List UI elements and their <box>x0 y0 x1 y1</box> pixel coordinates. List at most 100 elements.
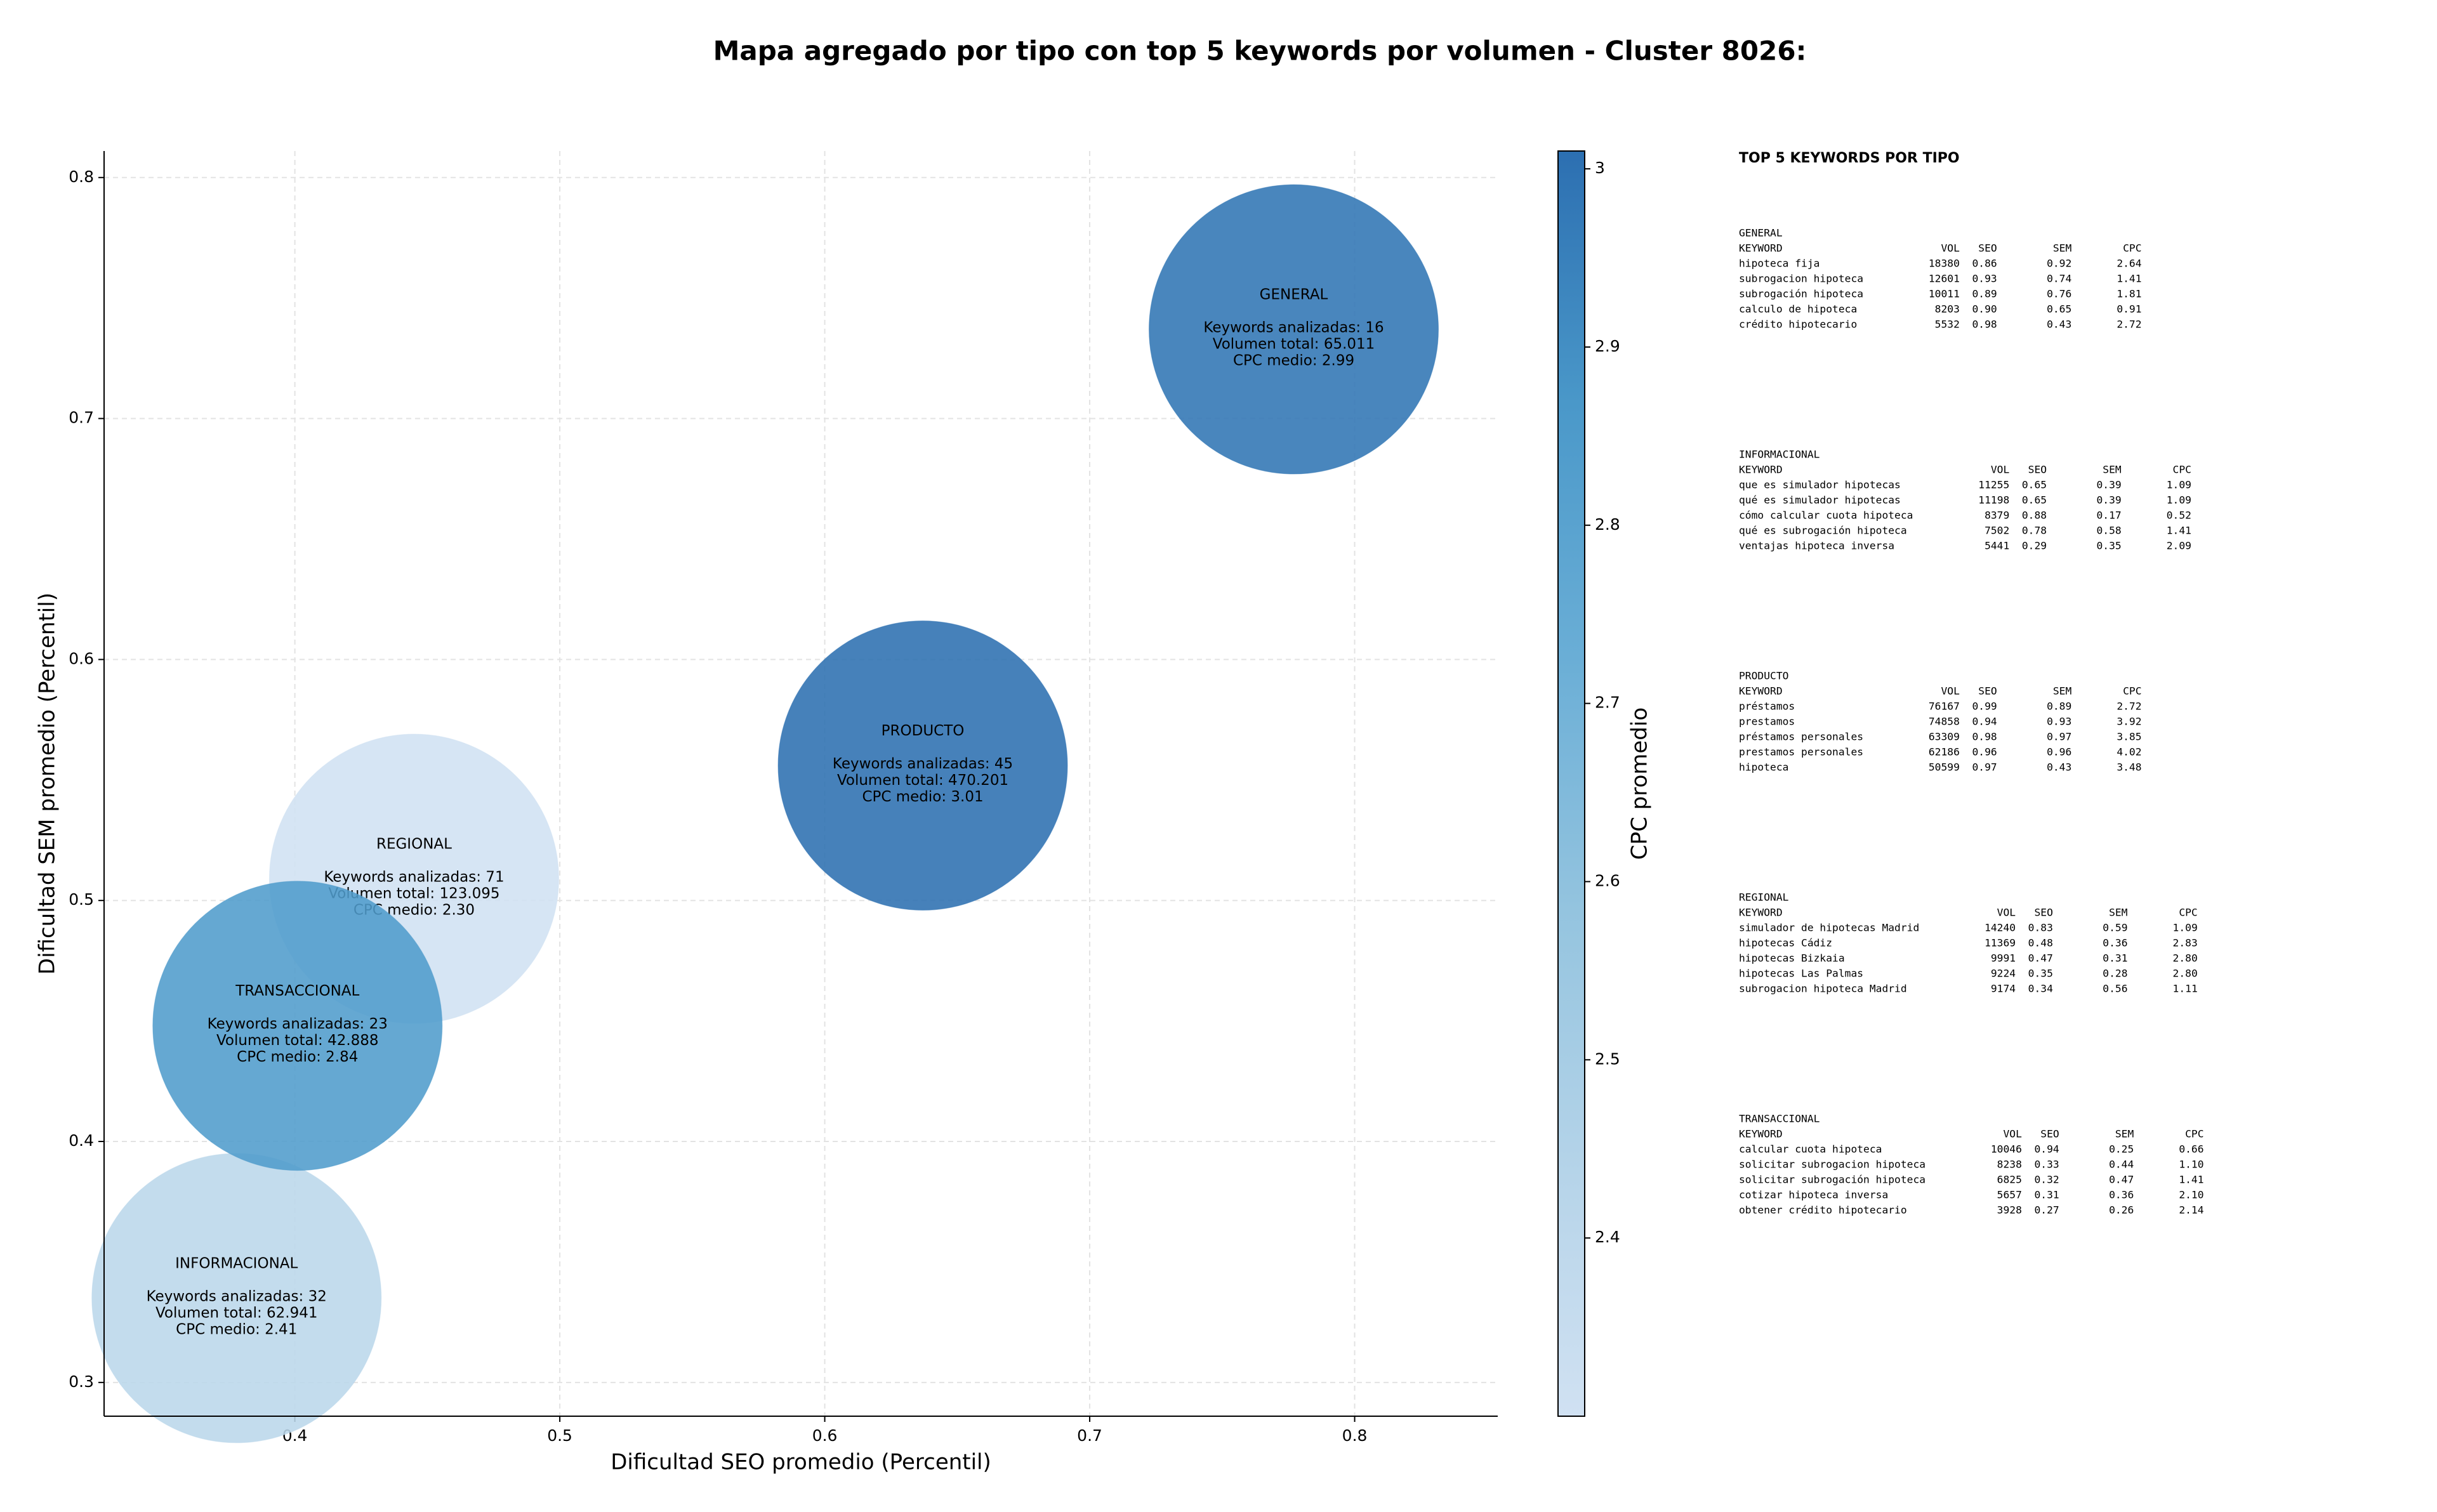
colorbar-tick-label: 2.9 <box>1595 337 1620 355</box>
x-tick-label: 0.7 <box>1077 1426 1102 1445</box>
table-header: SEO <box>1978 242 1997 254</box>
table-cell: cómo calcular cuota hipoteca <box>1739 509 1913 522</box>
y-tick-label: 0.6 <box>69 649 94 667</box>
y-tick-label: 0.7 <box>69 409 94 427</box>
bubble-keywords: Keywords analizadas: 23 <box>208 1016 388 1032</box>
colorbar-tick-label: 2.8 <box>1595 515 1620 534</box>
bubble-cpc: CPC medio: 2.84 <box>237 1049 358 1065</box>
bubble <box>777 621 1068 911</box>
chart-title: Mapa agregado por tipo con top 5 keyword… <box>713 36 1807 67</box>
table-cell: 0.89 <box>2047 700 2071 713</box>
table-cell: 0.96 <box>1972 746 1997 758</box>
table-header: CPC <box>2179 907 2197 919</box>
table-cell: 0.44 <box>2109 1159 2134 1171</box>
table-cell: 2.14 <box>2179 1204 2203 1216</box>
table-cell: 0.39 <box>2096 479 2121 491</box>
table-cell: 0.43 <box>2047 761 2071 773</box>
table-header: KEYWORD <box>1739 907 1783 919</box>
table-cell: 0.35 <box>2028 968 2053 980</box>
table-header: SEM <box>2053 685 2072 697</box>
table-cell: 0.93 <box>2047 716 2071 728</box>
table-header: SEO <box>1978 685 1997 697</box>
table-cell: 1.09 <box>2167 494 2191 506</box>
table-cell: 0.88 <box>2022 509 2047 522</box>
bubble-keywords: Keywords analizadas: 71 <box>324 869 504 886</box>
table-cell: 9174 <box>1991 983 2016 995</box>
x-axis-label: Dificultad SEO promedio (Percentil) <box>611 1450 991 1475</box>
table-cell: 0.98 <box>1972 731 1997 743</box>
table-cell: 0.91 <box>2117 303 2141 315</box>
table-cell: 0.99 <box>1972 700 1997 713</box>
table-cell: 9224 <box>1991 968 2016 980</box>
table-cell: 1.41 <box>2179 1174 2203 1186</box>
table-header: VOL <box>1997 907 2016 919</box>
table-cell: 3928 <box>1997 1204 2022 1216</box>
section-name: PRODUCTO <box>1739 670 1788 682</box>
table-cell: 0.59 <box>2103 922 2127 934</box>
table-header: CPC <box>2185 1128 2203 1140</box>
table-cell: ventajas hipoteca inversa <box>1739 540 1894 552</box>
table-cell: prestamos personales <box>1739 746 1863 758</box>
x-tick-label: 0.5 <box>547 1426 572 1445</box>
table-cell: 1.41 <box>2117 273 2141 285</box>
table-cell: 1.11 <box>2173 983 2198 995</box>
table-cell: 0.36 <box>2103 937 2127 949</box>
table-header: KEYWORD <box>1739 1128 1783 1140</box>
table-cell: 0.26 <box>2109 1204 2134 1216</box>
table-header: VOL <box>2003 1128 2022 1140</box>
table-cell: hipoteca fija <box>1739 258 1819 270</box>
table-cell: 12601 <box>1929 273 1960 285</box>
table-cell: 3.48 <box>2117 761 2141 773</box>
table-cell: 10046 <box>1991 1143 2022 1155</box>
table-header: SEO <box>2028 464 2047 476</box>
table-cell: 0.58 <box>2096 525 2121 537</box>
table-cell: 1.41 <box>2167 525 2191 537</box>
table-cell: 0.78 <box>2022 525 2047 537</box>
table-cell: 2.83 <box>2173 937 2198 949</box>
table-cell: prestamos <box>1739 716 1795 728</box>
table-cell: 7502 <box>1985 525 2009 537</box>
bubble-volume: Volumen total: 65.011 <box>1213 336 1375 353</box>
table-header: CPC <box>2123 685 2141 697</box>
table-cell: 1.09 <box>2167 479 2191 491</box>
table-header: KEYWORD <box>1739 685 1783 697</box>
bubble-cpc: CPC medio: 2.41 <box>176 1321 297 1338</box>
table-cell: 0.31 <box>2103 952 2127 964</box>
table-cell: 0.65 <box>2022 479 2047 491</box>
table-cell: 74858 <box>1929 716 1960 728</box>
table-cell: 1.10 <box>2179 1159 2203 1171</box>
section-name: GENERAL <box>1739 227 1783 239</box>
y-tick-label: 0.8 <box>69 168 94 186</box>
table-header: VOL <box>1941 242 1960 254</box>
bubble-cpc: CPC medio: 2.99 <box>1233 353 1354 369</box>
table-header: SEM <box>2109 907 2128 919</box>
colorbar-tick-label: 2.6 <box>1595 871 1620 890</box>
table-cell: 0.43 <box>2047 319 2071 331</box>
table-cell: 11198 <box>1978 494 2009 506</box>
table-cell: 0.83 <box>2028 922 2053 934</box>
table-header: VOL <box>1991 464 2010 476</box>
table-cell: hipotecas Cádiz <box>1739 937 1832 949</box>
table-cell: 0.17 <box>2096 509 2121 522</box>
section-name: REGIONAL <box>1739 891 1789 904</box>
y-axis-label: Dificultad SEM promedio (Percentil) <box>35 593 60 975</box>
y-tick-label: 0.5 <box>69 890 94 909</box>
table-cell: 0.94 <box>2034 1143 2059 1155</box>
table-cell: 0.93 <box>1972 273 1997 285</box>
bubble-keywords: Keywords analizadas: 16 <box>1203 320 1384 336</box>
table-cell: 0.48 <box>2028 937 2053 949</box>
table-cell: 2.80 <box>2173 968 2198 980</box>
table-cell: 14240 <box>1985 922 2016 934</box>
table-cell: hipotecas Bizkaia <box>1739 952 1845 964</box>
table-cell: 0.35 <box>2096 540 2121 552</box>
table-cell: solicitar subrogación hipoteca <box>1739 1174 1925 1186</box>
y-tick-label: 0.3 <box>69 1372 94 1391</box>
table-cell: 0.92 <box>2047 258 2071 270</box>
section-name: INFORMACIONAL <box>1739 449 1820 461</box>
table-cell: 63309 <box>1929 731 1960 743</box>
table-cell: 0.76 <box>2047 288 2071 300</box>
table-cell: 5532 <box>1935 319 1960 331</box>
bubble-keywords: Keywords analizadas: 32 <box>147 1288 327 1305</box>
table-cell: calcular cuota hipoteca <box>1739 1143 1882 1155</box>
